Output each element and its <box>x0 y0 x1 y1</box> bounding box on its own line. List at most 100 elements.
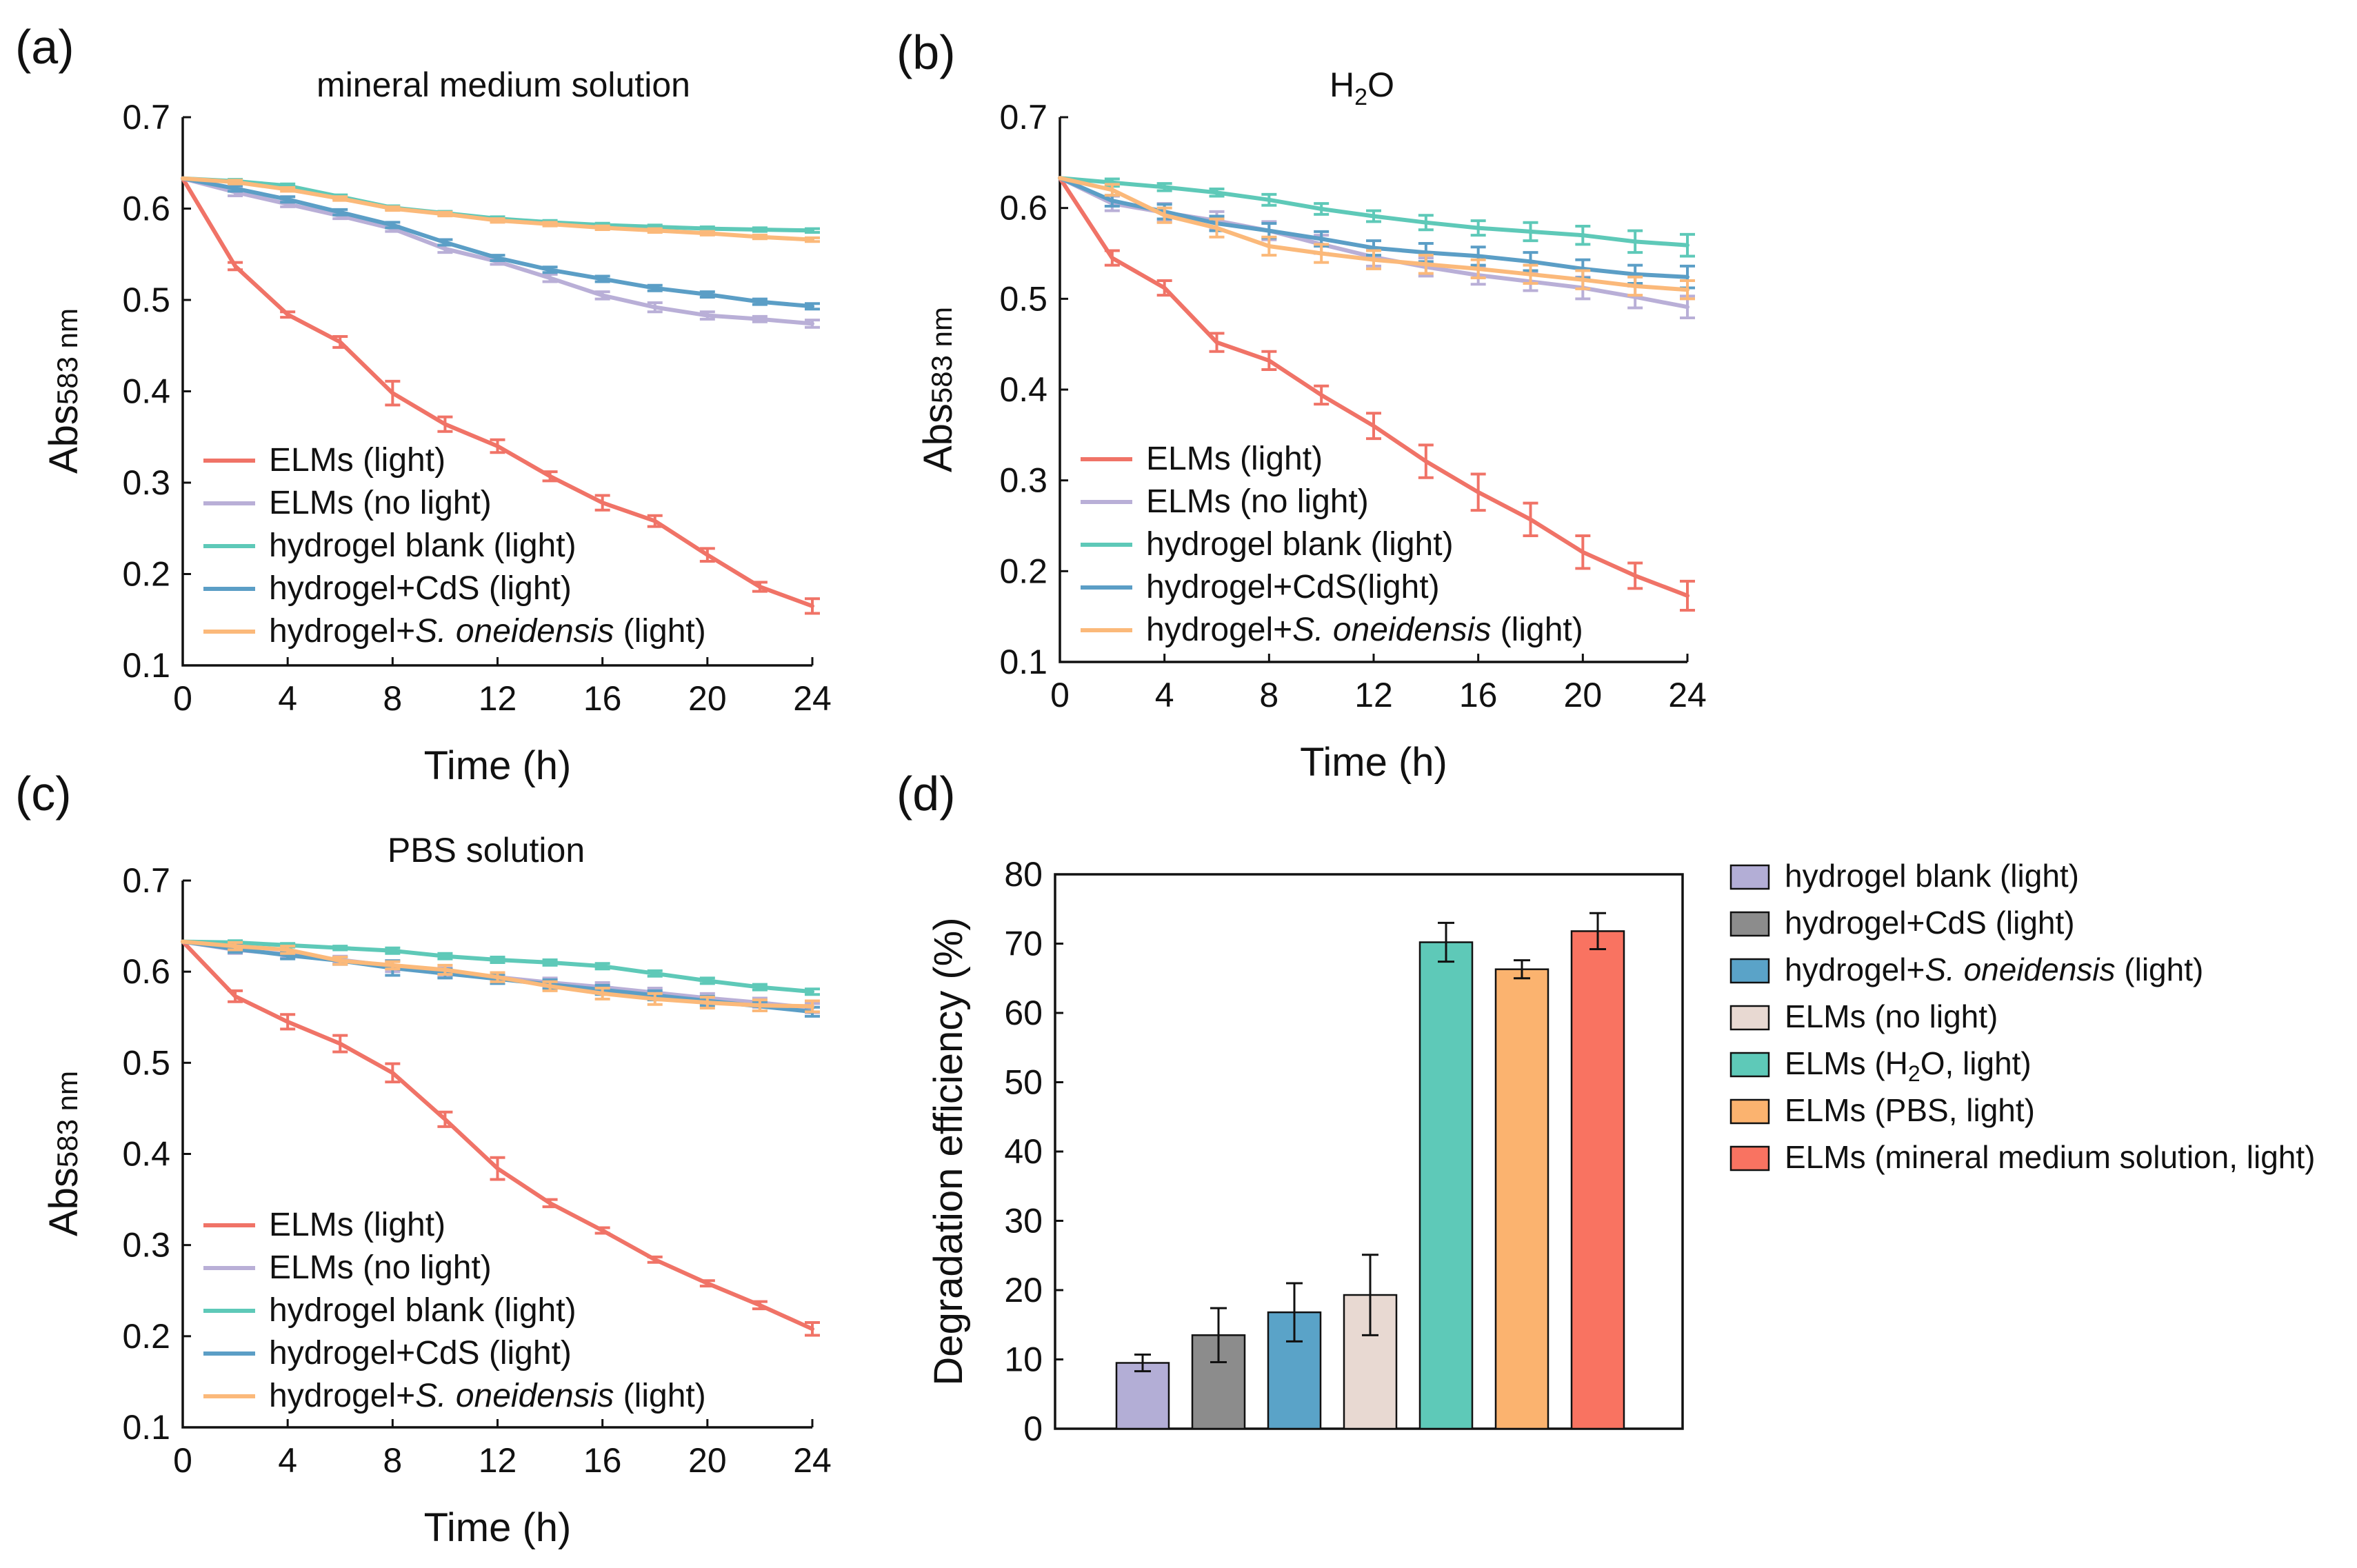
y-tick-label: 0.3 <box>122 1226 170 1265</box>
panel-c-label: (c) <box>15 767 72 821</box>
panel-b-title-sub: 2 <box>1354 84 1367 110</box>
x-tick-label: 24 <box>1668 676 1707 714</box>
legend-label: hydrogel+S. oneidensis (light) <box>1785 952 2203 987</box>
error-bar <box>542 980 558 992</box>
legend-label: hydrogel+CdS(light) <box>1146 569 1440 605</box>
x-tick-label: 4 <box>278 679 297 718</box>
x-tick-label: 20 <box>688 1441 727 1480</box>
legend-entry: hydrogel blank (light) <box>1729 858 2079 894</box>
panel-b-title-prefix: H <box>1330 66 1354 104</box>
error-bar <box>280 195 296 204</box>
legend-label-part: ELMs (PBS, light) <box>1785 1092 2035 1128</box>
legend-label-part: hydrogel+CdS (light) <box>269 570 572 607</box>
legend-label: ELMs (light) <box>269 442 445 479</box>
series-4: hydrogel+S. oneidensis (light) <box>181 939 820 1414</box>
error-bar <box>542 958 558 967</box>
series-0: ELMs (light) <box>181 176 820 615</box>
y-axis-label-sub: 583 <box>51 1119 83 1167</box>
error-bar <box>332 945 348 952</box>
legend-label-part: hydrogel blank (light) <box>1146 526 1454 563</box>
x-tick-label: 24 <box>793 1441 832 1480</box>
error-bar <box>1438 921 1454 963</box>
legend-label: hydrogel+CdS (light) <box>269 1335 572 1371</box>
error-bar <box>1156 279 1172 297</box>
error-bar <box>332 335 348 349</box>
legend-label-part: O, light) <box>1920 1045 2032 1081</box>
panel-b-title-suffix: O <box>1367 66 1394 104</box>
error-bar <box>1680 232 1695 258</box>
error-bar <box>332 1034 348 1054</box>
error-bar <box>490 956 505 964</box>
y-axis-label: Abs583 nm <box>916 307 961 472</box>
x-tick-label: 0 <box>173 1441 192 1480</box>
error-bar <box>805 999 820 1014</box>
y-axis-label-suffix: nm <box>925 307 958 355</box>
x-axis-label: Time (h) <box>424 1505 572 1550</box>
panel-d-chart: 0 10 20 30 40 50 60 70 80 Degradation efficiency … <box>926 855 2316 1448</box>
error-bar <box>752 297 768 306</box>
legend-label: ELMs (light) <box>269 1207 445 1243</box>
error-bar <box>385 960 401 971</box>
error-bar <box>1589 912 1606 951</box>
error-bar <box>647 969 663 978</box>
legend-label-part: ELMs (no light) <box>269 1249 492 1286</box>
legend-entry: hydrogel+S. oneidensis (light) <box>1729 952 2203 987</box>
legend-label-part: 2 <box>1908 1061 1920 1086</box>
error-bar <box>437 415 453 433</box>
x-tick-label: 0 <box>1050 676 1070 714</box>
error-bar <box>228 989 243 1003</box>
legend-label-part: S. oneidensis <box>1292 612 1491 648</box>
legend-label-part: hydrogel+CdS (light) <box>269 1335 572 1371</box>
error-bar <box>1156 206 1172 224</box>
y-tick-label: 0.3 <box>122 463 170 502</box>
error-bar <box>594 274 610 283</box>
y-tick-label: 0 <box>1023 1409 1043 1448</box>
legend-label-part: hydrogel+ <box>269 613 415 650</box>
legend-label: ELMs (PBS, light) <box>1785 1092 2035 1128</box>
x-tick-label: 4 <box>1155 676 1174 714</box>
error-bar <box>647 283 663 292</box>
legend-label-part: ELMs (H <box>1785 1045 1908 1081</box>
panel-c: (c) PBS solution <box>15 767 585 870</box>
y-tick-label: 0.5 <box>122 281 170 319</box>
error-bar <box>1104 183 1120 197</box>
x-tick-label: 8 <box>1259 676 1278 714</box>
panel-b-title: H2O <box>1330 66 1394 110</box>
y-axis-label: Abs583 nm <box>41 308 86 474</box>
error-bar <box>699 547 715 563</box>
error-bar <box>385 946 401 955</box>
legend-label: hydrogel+CdS (light) <box>1785 905 2075 941</box>
error-bar <box>228 261 243 272</box>
bar <box>1418 941 1474 1430</box>
error-bar <box>647 1255 663 1264</box>
error-bar <box>1209 332 1225 353</box>
error-bar <box>385 205 401 212</box>
legend-label: hydrogel+S. oneidensis (light) <box>269 613 706 650</box>
error-bar <box>752 226 768 233</box>
x-tick-label: 4 <box>278 1441 297 1480</box>
legend-label: hydrogel blank (light) <box>269 1292 576 1329</box>
series-0: ELMs (light) <box>1058 176 1695 612</box>
error-bar <box>332 208 348 217</box>
legend-label: ELMs (no light) <box>269 485 492 521</box>
panel-a-label: (a) <box>15 20 74 74</box>
legend-swatch <box>1729 1005 1770 1031</box>
series-line <box>181 176 814 309</box>
y-tick-label: 20 <box>1004 1271 1043 1309</box>
y-tick-label: 0.6 <box>122 952 170 991</box>
x-tick-label: 8 <box>383 679 402 718</box>
error-bar <box>699 976 715 985</box>
error-bar <box>699 1279 715 1288</box>
panel-b-chart: 0.1 0.2 0.3 0.4 0.5 0.6 0.7 0 4 8 12 16 20 24 Time (h)… <box>916 98 1707 785</box>
y-tick-label: 50 <box>1004 1063 1043 1102</box>
y-tick-label: 0.6 <box>999 189 1047 228</box>
panel-a-title: mineral medium solution <box>317 66 690 104</box>
y-tick-label: 0.7 <box>122 861 170 900</box>
error-bar <box>752 581 768 593</box>
error-bar <box>1210 1307 1227 1364</box>
legend-entry: ELMs (PBS, light) <box>1729 1092 2035 1128</box>
error-bar <box>542 1198 558 1209</box>
error-bar <box>490 971 505 983</box>
error-bar <box>1680 279 1695 301</box>
error-bar <box>1261 350 1277 372</box>
